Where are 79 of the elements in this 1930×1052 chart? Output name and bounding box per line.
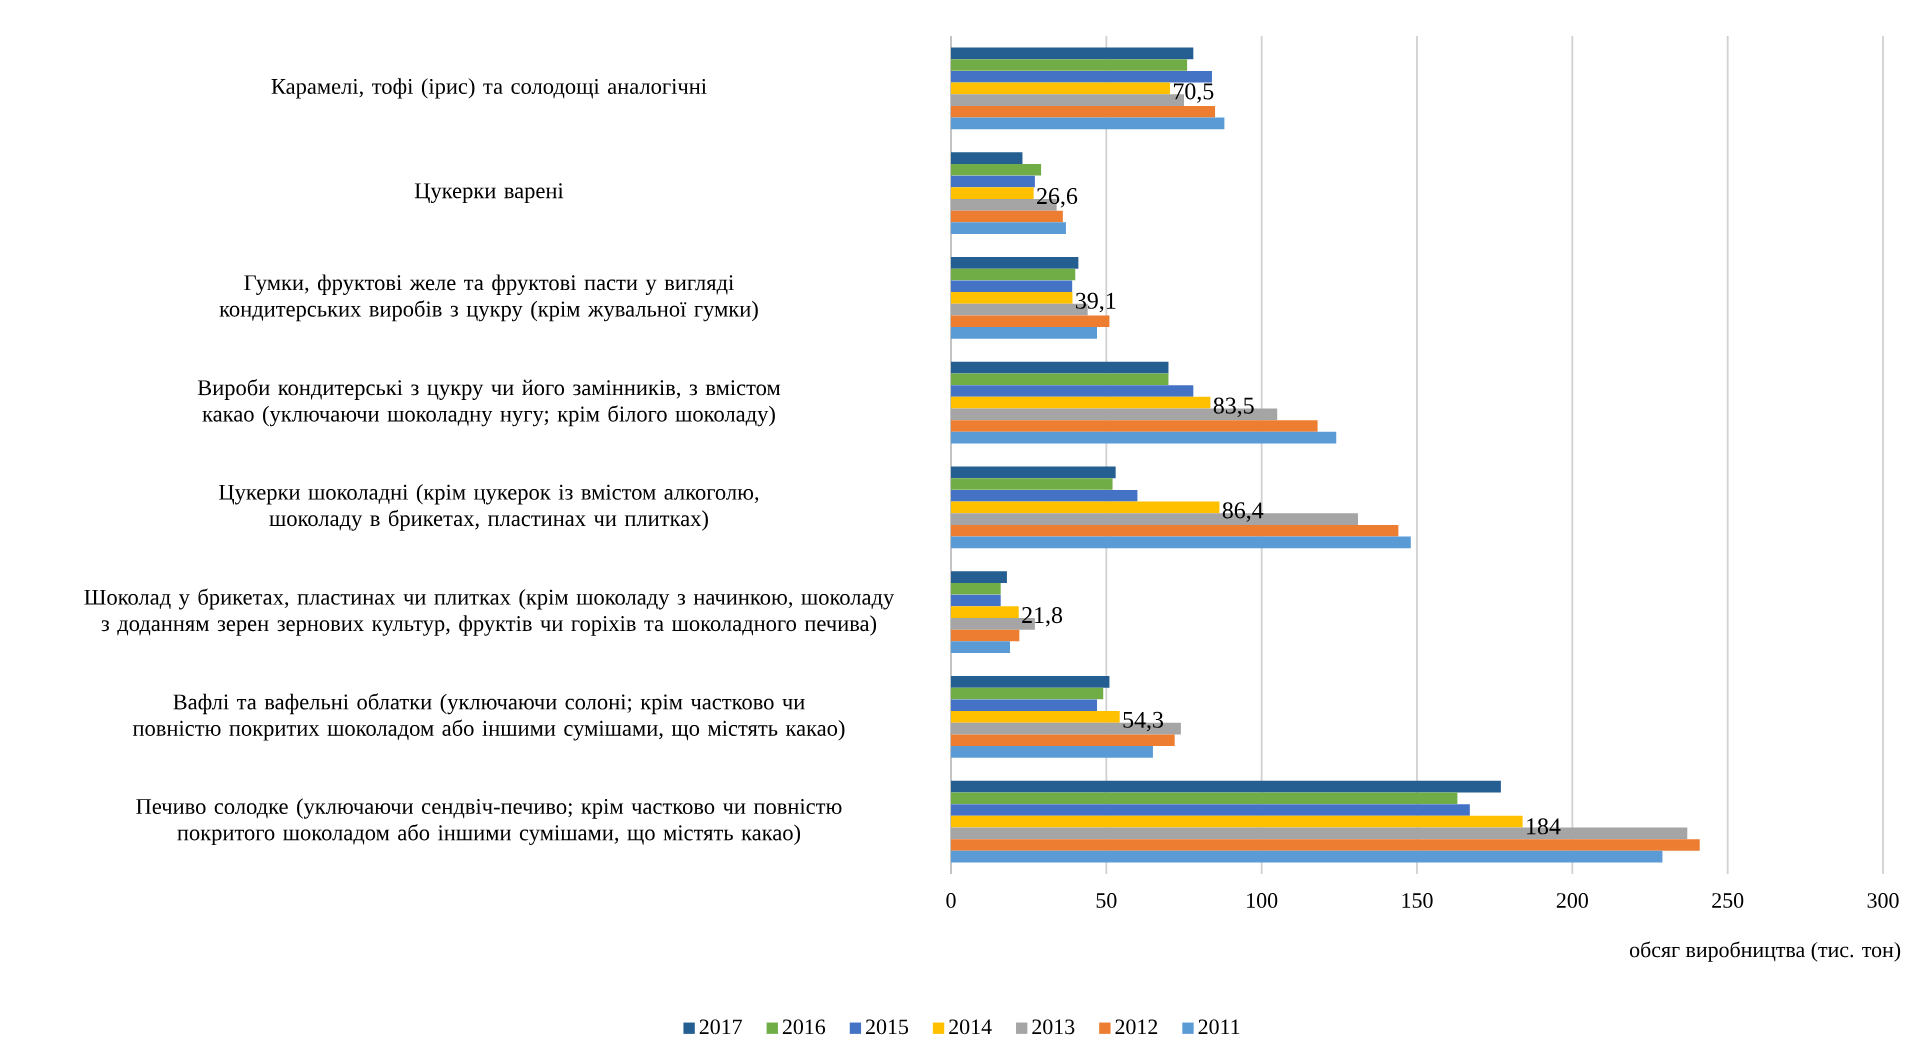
- x-tick-label: 300: [1867, 893, 1899, 908]
- bar: [951, 222, 1066, 234]
- bar: [951, 292, 1073, 304]
- y-tick-label: Вафлі та вафельні облатки (уключаючи солоні; крім частково чи повністю покритих шоколадом або іншими сумішами, що містять какао): [132, 693, 845, 741]
- bar: [951, 47, 1194, 60]
- data-label: 39,1: [1076, 292, 1116, 313]
- x-tick-label: 100: [1247, 893, 1278, 908]
- bar: [951, 163, 1042, 176]
- legend-label: 2015: [866, 1019, 909, 1035]
- data-label: 54,3: [1123, 711, 1164, 732]
- bar: [951, 280, 1073, 293]
- y-tick-label: Цукерки варені: [414, 183, 564, 203]
- bar: [951, 257, 1079, 269]
- bar: [951, 501, 1220, 514]
- bar: [951, 396, 1211, 409]
- bar: [951, 59, 1188, 71]
- data-label: 26,6: [1037, 188, 1078, 208]
- bar: [951, 582, 1001, 595]
- bar: [951, 82, 1171, 95]
- bar: [951, 687, 1104, 700]
- bar: [951, 804, 1470, 816]
- bar: [951, 466, 1116, 479]
- bar: [951, 711, 1120, 723]
- data-label: 184: [1527, 818, 1561, 835]
- bar: [951, 117, 1225, 130]
- bar: [951, 385, 1194, 397]
- bar: [951, 327, 1098, 339]
- bar: [951, 629, 1020, 642]
- bar: [951, 315, 1110, 328]
- bar: [951, 606, 1019, 618]
- data-label: 86,4: [1222, 502, 1264, 522]
- x-axis-title: обсяг виробництва (тис. тон): [1630, 941, 1901, 962]
- bar: [951, 641, 1011, 653]
- bar: [951, 571, 1007, 583]
- bar: [951, 187, 1034, 199]
- bar: [951, 489, 1138, 502]
- bar: [951, 420, 1318, 432]
- legend-label: 2017: [699, 1019, 742, 1035]
- bar: [951, 780, 1501, 793]
- legend-label: 2016: [782, 1019, 826, 1035]
- bar: [951, 536, 1411, 549]
- data-label: 70,5: [1173, 83, 1214, 103]
- bar: [951, 105, 1216, 118]
- legend-label: 2012: [1115, 1019, 1158, 1035]
- x-tick-label: 50: [1096, 893, 1117, 908]
- bar: [951, 746, 1153, 758]
- legend-label: 2014: [949, 1019, 992, 1035]
- bar: [951, 676, 1110, 688]
- legend-label: 2013: [1032, 1019, 1075, 1035]
- y-tick-label: Вироби кондитерські з цукру чи його замінників, з вмістом какао (уключаючи шоколадну нугу; крім білого шоколаду): [197, 379, 781, 427]
- x-tick-label: 200: [1556, 893, 1588, 908]
- bar: [951, 152, 1023, 164]
- bar: [951, 792, 1458, 805]
- y-tick-label: Карамелі, тофі (ірис) та солодощі аналогічні: [271, 78, 707, 99]
- y-tick-label: Цукерки шоколадні (крім цукерок із вмістом алкоголю, шоколаду в брикетах, пластинах чи плитках): [219, 483, 759, 531]
- bar: [951, 361, 1169, 374]
- bar: [951, 734, 1175, 747]
- bar: [951, 839, 1700, 851]
- bar: [951, 478, 1113, 490]
- x-tick-label: 150: [1402, 893, 1433, 908]
- bar: [951, 210, 1063, 223]
- bar: [951, 815, 1523, 828]
- data-label: 83,5: [1213, 397, 1254, 418]
- x-tick-label: 250: [1712, 893, 1744, 908]
- bar: [951, 594, 1001, 607]
- bar: [951, 373, 1169, 386]
- x-tick-label: 0: [946, 893, 956, 908]
- y-tick-label: Шоколад у брикетах, пластинах чи плитках (крім шоколаду з начинкою, шоколаду з доданням зерен зернових культур, фруктів чи горіхів та шоколадного печива): [84, 588, 895, 636]
- y-tick-label: Гумки, фруктові желе та фруктові пасти у вигляді кондитерських виробів з цукру (крім жувальної гумки): [219, 274, 758, 322]
- bar: [951, 268, 1076, 281]
- bar: [951, 175, 1035, 188]
- bar: [951, 70, 1212, 83]
- data-label: 21,8: [1022, 607, 1063, 627]
- y-tick-label: Печиво солодке (уключаючи сендвіч-печиво; крім частково чи повністю покритого шоколадом або іншими сумішами, що містять какао): [136, 798, 842, 846]
- bar: [951, 524, 1399, 537]
- legend-label: 2011: [1198, 1019, 1240, 1035]
- bar: [951, 431, 1337, 444]
- bar: [951, 850, 1663, 863]
- bar: [951, 699, 1098, 712]
